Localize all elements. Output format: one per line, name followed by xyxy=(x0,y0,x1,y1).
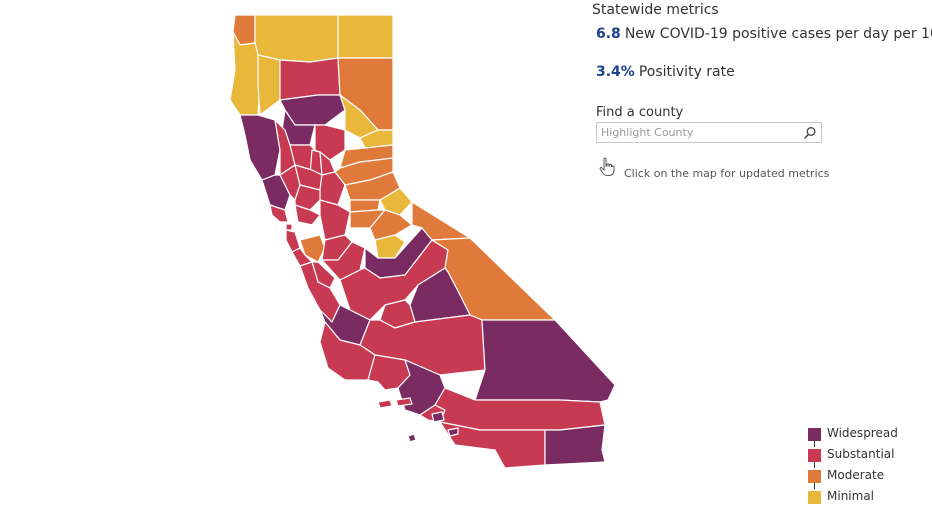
map-click-hint-text: Click on the map for updated metrics xyxy=(624,167,830,180)
metric-new-cases-value: 6.8 xyxy=(596,26,621,42)
county-mendocino[interactable] xyxy=(239,114,281,181)
legend-connector xyxy=(814,441,815,447)
county-trinity[interactable] xyxy=(257,54,281,116)
county-santa-clara[interactable] xyxy=(299,234,326,263)
legend-label-moderate: Moderate xyxy=(827,468,885,482)
county-search-input[interactable] xyxy=(601,125,797,140)
metric-positivity-value: 3.4% xyxy=(596,64,635,80)
county-san-joaquin[interactable] xyxy=(319,199,351,241)
county-shasta[interactable] xyxy=(279,57,341,101)
search-icon[interactable] xyxy=(803,126,817,140)
legend-swatch-substantial xyxy=(808,449,821,462)
county-siskiyou[interactable] xyxy=(254,14,339,63)
county-imperial[interactable] xyxy=(544,424,606,466)
channel-island[interactable] xyxy=(395,397,413,407)
california-county-map[interactable] xyxy=(200,10,630,480)
county-search-box[interactable] xyxy=(596,122,822,143)
hand-pointer-icon xyxy=(599,157,615,176)
county-san-diego[interactable] xyxy=(439,421,546,469)
county-mariposa[interactable] xyxy=(374,234,406,259)
county-humboldt[interactable] xyxy=(229,31,261,116)
channel-island[interactable] xyxy=(431,411,445,423)
legend-connector xyxy=(814,462,815,468)
county-san-bernardino[interactable] xyxy=(474,319,616,403)
channel-island[interactable] xyxy=(377,399,393,409)
metric-positivity-label: Positivity rate xyxy=(638,64,735,80)
find-county-label: Find a county xyxy=(596,105,684,120)
legend-label-substantial: Substantial xyxy=(827,447,895,461)
legend-label-minimal: Minimal xyxy=(827,489,875,503)
metric-new-cases: 6.8 New COVID-19 positive cases per day p… xyxy=(596,26,932,42)
channel-island[interactable] xyxy=(447,427,459,437)
legend-swatch-widespread xyxy=(808,428,821,441)
metric-new-cases-label: New COVID-19 positive cases per day per … xyxy=(624,26,932,42)
county-contra-costa[interactable] xyxy=(294,204,321,226)
legend-swatch-moderate xyxy=(808,470,821,483)
county-modoc[interactable] xyxy=(337,14,394,59)
county-marin[interactable] xyxy=(269,204,289,223)
county-map-svg[interactable] xyxy=(200,10,630,480)
panel-title: Statewide metrics xyxy=(592,2,719,18)
county-santa-cruz[interactable] xyxy=(291,247,313,267)
county-san-francisco[interactable] xyxy=(285,223,293,231)
legend-swatch-minimal xyxy=(808,491,821,504)
channel-island[interactable] xyxy=(407,433,417,443)
legend-connector xyxy=(814,483,815,489)
metric-positivity: 3.4% Positivity rate xyxy=(596,64,735,80)
county-mono[interactable] xyxy=(411,201,471,241)
legend-label-widespread: Widespread xyxy=(827,426,898,440)
